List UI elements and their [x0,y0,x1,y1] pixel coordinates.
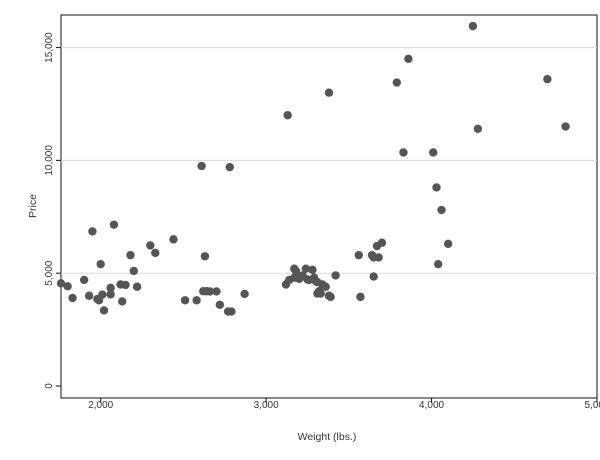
data-point [63,282,72,291]
y-tick-label: 15,000 [44,32,55,63]
data-point [324,88,334,97]
data-point [308,265,317,275]
data-point [432,183,441,192]
data-point [146,241,155,250]
data-point [68,293,77,303]
x-axis: 2,000 3,000 4,000 5,000 [88,398,600,411]
data-point [88,227,97,236]
data-point [106,290,115,299]
data-point [316,289,325,298]
data-point [296,272,306,281]
data-point [473,124,483,133]
data-point [118,297,127,306]
data-point [356,292,365,302]
data-point [437,205,446,215]
data-point [433,259,443,269]
y-tick-label: 5,000 [44,260,55,285]
y-tick-label: 10,000 [44,145,55,176]
y-axis-title: Price [27,194,39,218]
data-point [180,296,190,305]
data-point [313,278,322,287]
data-point [290,273,299,282]
data-point [240,289,249,299]
data-point [121,280,130,290]
data-point [151,248,160,258]
data-point [399,148,408,157]
data-points [56,21,570,316]
data-point [84,291,94,300]
data-point [212,287,221,296]
data-point [291,266,301,276]
plot-area [60,14,598,399]
data-point [227,307,236,316]
data-point [132,282,142,291]
data-point [215,300,225,309]
data-point [468,21,478,31]
data-point [192,296,201,305]
x-tick-label: 2,000 [88,400,113,411]
data-point [561,122,570,131]
data-point [377,238,387,247]
data-point [429,148,438,157]
data-point [303,275,312,284]
x-tick-label: 3,000 [254,400,279,411]
data-point [197,161,206,171]
y-axis: 0 5,000 10,000 15,000 [44,32,61,389]
data-point [225,162,234,172]
data-point [301,264,311,273]
data-point [326,292,335,302]
x-tick-label: 5,000 [584,400,600,411]
data-point [202,287,211,296]
data-point [331,271,340,280]
data-point [96,259,105,269]
data-point [200,252,210,261]
data-point [169,235,178,244]
data-point [543,74,552,84]
x-tick-label: 4,000 [419,400,444,411]
y-tick-label: 0 [44,383,55,389]
data-point [106,283,115,293]
data-point [392,78,402,87]
gridlines [61,47,597,274]
data-point [321,282,330,291]
data-point [354,250,363,260]
x-axis-title: Weight (lbs.) [298,431,357,443]
data-point [404,54,413,64]
data-point [79,275,89,285]
data-point [443,239,453,249]
data-point [56,279,66,288]
data-point [369,253,378,262]
data-point [126,250,135,260]
data-point [109,220,119,229]
data-point [98,290,107,299]
data-point [99,306,109,315]
data-point [283,111,292,120]
data-point [369,272,378,281]
data-point [129,266,138,276]
